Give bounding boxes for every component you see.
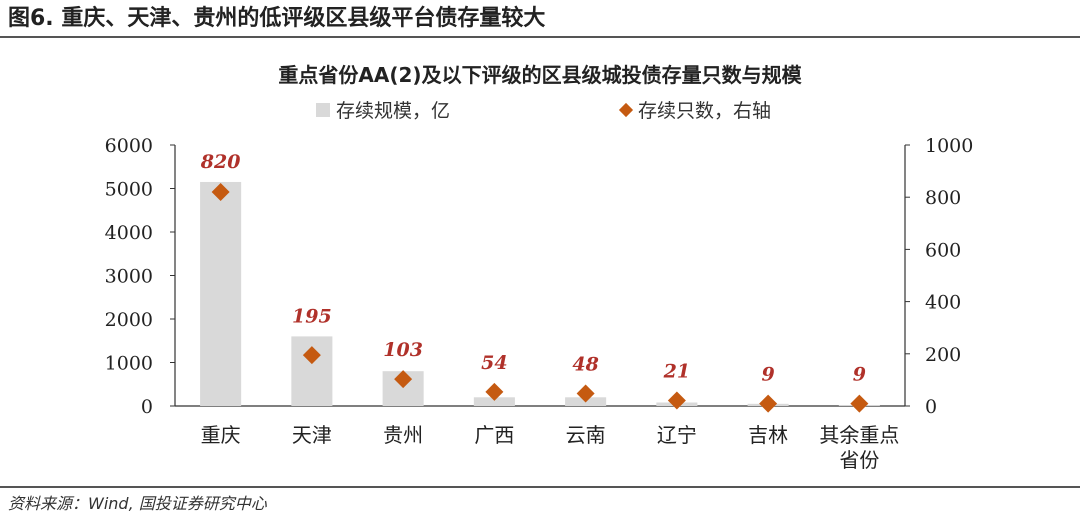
- diamond-marker: [667, 391, 686, 410]
- bar: [473, 397, 515, 406]
- diamond-marker: [850, 394, 869, 413]
- legend-swatch-diamond: [618, 102, 634, 118]
- chart-title: 重点省份AA(2)及以下评级的区县级城投债存量只数与规模: [278, 63, 802, 87]
- category-label: 重庆: [201, 423, 241, 447]
- legend-label-bar: 存续规模，亿: [336, 100, 450, 122]
- category-labels: 重庆 天津 贵州 广西 云南 辽宁 吉林 其余重点省份: [201, 423, 900, 472]
- data-label: 103: [383, 339, 423, 361]
- right-tick-label: 600: [925, 239, 961, 261]
- bottom-divider: [0, 486, 1080, 488]
- axes: 0 1000 2000 3000 4000 5000 6000 0 200 400 600 800 10…: [105, 135, 974, 418]
- data-label: 21: [663, 361, 690, 383]
- diamond-marker: [302, 346, 321, 365]
- diamond-marker: [394, 370, 413, 389]
- legend-swatch-bar: [316, 103, 330, 117]
- marker-series: [211, 182, 869, 413]
- left-tick-label: 0: [141, 396, 153, 418]
- left-tick-label: 6000: [105, 135, 153, 157]
- right-tick-label: 0: [925, 396, 937, 418]
- left-tick-label: 5000: [105, 179, 153, 201]
- data-label: 195: [292, 305, 332, 327]
- right-tick-label: 1000: [925, 135, 973, 157]
- legend-label-diamond: 存续只数，右轴: [638, 100, 771, 122]
- diamond-marker: [485, 382, 504, 401]
- data-label: 9: [853, 364, 866, 386]
- source-note: 资料来源：Wind, 国投证券研究中心: [8, 494, 267, 513]
- right-tick-label: 400: [925, 292, 961, 314]
- data-label: 48: [572, 353, 598, 375]
- data-label: 820: [200, 151, 241, 173]
- bar-series: [200, 181, 880, 406]
- diamond-marker: [576, 384, 595, 403]
- diamond-marker: [759, 394, 778, 413]
- data-label: 54: [481, 352, 507, 374]
- category-label: 吉林: [748, 423, 788, 447]
- right-tick-label: 800: [925, 187, 961, 209]
- left-tick-label: 4000: [105, 222, 153, 244]
- category-label: 广西: [474, 423, 514, 447]
- data-label: 9: [762, 364, 775, 386]
- left-tick-label: 3000: [105, 266, 153, 288]
- top-divider: [0, 36, 1080, 38]
- data-labels: 820 195 103 54 48 21 9 9: [200, 151, 866, 386]
- right-tick-label: 200: [925, 344, 961, 366]
- left-tick-label: 1000: [105, 353, 153, 375]
- left-tick-label: 2000: [105, 309, 153, 331]
- figure-title: 图6. 重庆、天津、贵州的低评级区县级平台债存量较大: [8, 6, 546, 31]
- category-label: 其余重点省份: [819, 423, 899, 472]
- category-label: 云南: [566, 423, 606, 447]
- category-label: 贵州: [383, 423, 423, 447]
- chart-canvas: 重点省份AA(2)及以下评级的区县级城投债存量只数与规模 存续规模，亿 存续只数…: [105, 63, 974, 472]
- legend: 存续规模，亿 存续只数，右轴: [316, 100, 771, 122]
- diamond-marker: [211, 182, 230, 201]
- category-label: 辽宁: [657, 423, 697, 447]
- bar: [200, 181, 242, 406]
- category-label: 天津: [292, 423, 332, 447]
